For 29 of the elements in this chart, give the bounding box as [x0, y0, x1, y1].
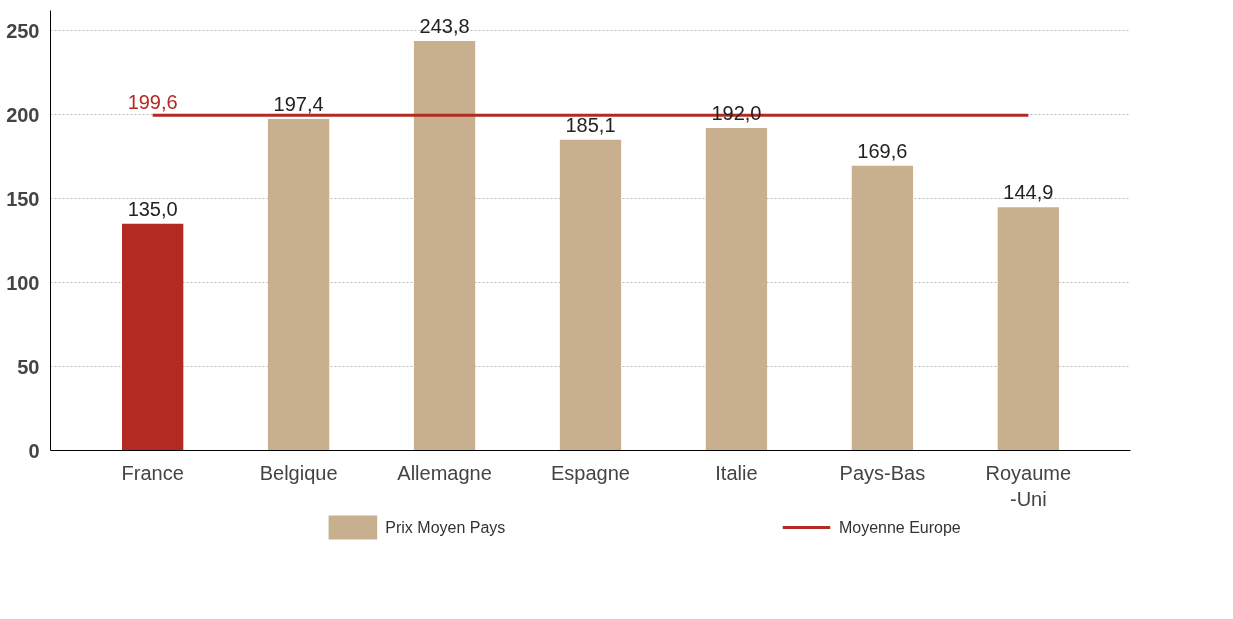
data-label: 169,6: [857, 139, 908, 162]
data-label: 243,8: [419, 15, 470, 38]
bar: [122, 223, 184, 451]
x-tick-label: Allemagne: [397, 461, 492, 484]
bar: [997, 207, 1059, 451]
x-tick-label: Pays-Bas: [839, 461, 926, 484]
y-tick-label: 100: [6, 271, 40, 294]
y-tick-label: 200: [6, 103, 40, 126]
data-label: 144,9: [1003, 181, 1054, 204]
y-tick-label: 0: [28, 439, 40, 462]
bar: [413, 41, 476, 451]
x-tick-label: Belgique: [259, 461, 338, 484]
x-tick-label: Italie: [715, 461, 758, 484]
x-tick-label: France: [121, 461, 184, 484]
bar: [559, 139, 622, 451]
legend-label: Moyenne Europe: [838, 519, 961, 536]
data-label: 135,0: [127, 197, 178, 220]
legend-label: Prix Moyen Pays: [385, 519, 506, 536]
x-tick-label: Royaume -Uni: [985, 461, 1072, 510]
y-tick-label: 250: [6, 19, 40, 42]
bar: [267, 118, 330, 451]
y-tick-label: 50: [17, 355, 40, 378]
data-label: 197,4: [273, 92, 324, 115]
data-label: 199,6: [127, 91, 178, 114]
x-tick-label: Espagne: [551, 461, 630, 484]
data-label: 185,1: [565, 113, 616, 136]
y-tick-label: 150: [6, 187, 40, 210]
bar: [705, 128, 768, 451]
bar: [851, 165, 914, 451]
